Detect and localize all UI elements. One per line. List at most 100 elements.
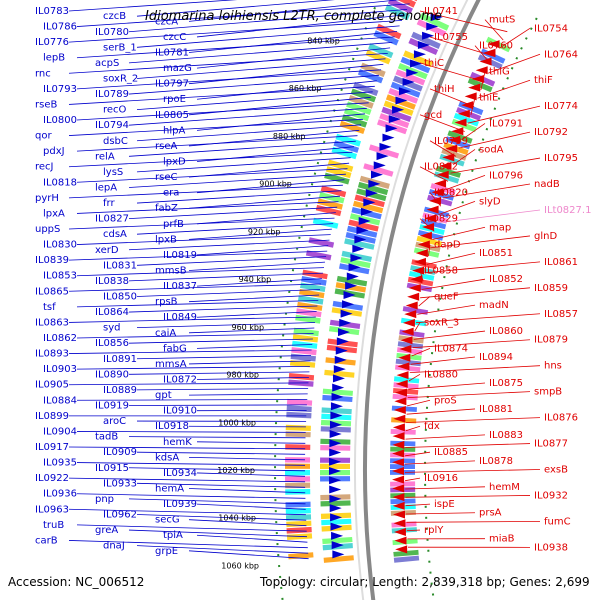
minus-strand-arrow [394, 397, 407, 406]
minus-strand-arrow [400, 336, 413, 345]
plus-strand-arrow [373, 161, 386, 170]
gene-label: rplY [424, 525, 444, 536]
gene-connector-line [405, 495, 531, 498]
gene-connector-line [405, 503, 431, 507]
plus-strand-arrow [360, 207, 373, 216]
gene-label: czcB [103, 11, 126, 22]
gene-label: thiC [424, 58, 444, 69]
plus-feature-block [320, 463, 350, 469]
gene-label: gcd [424, 110, 442, 121]
minus-strand-arrow [424, 214, 437, 223]
gene-label: IL0838 [95, 276, 129, 287]
gene-connector-line [76, 267, 325, 277]
plus-strand-arrow [395, 96, 408, 105]
gene-label: thiF [534, 75, 553, 86]
gene-label: truB [43, 520, 64, 531]
gene-connector-line [424, 261, 541, 274]
minus-feature-block [392, 393, 418, 401]
gene-connector-line [428, 244, 431, 257]
gene-connector-line [419, 114, 465, 132]
gene-label: IL0851 [479, 248, 513, 259]
gene-label: IL0962 [103, 509, 137, 520]
plus-strand-arrow [336, 337, 349, 346]
gene-label: IL0802 [424, 162, 458, 173]
gene-label: qor [35, 131, 52, 142]
minus-strand-arrow [392, 423, 405, 432]
gene-connector-line [68, 20, 403, 43]
gene-label: IL0935 [43, 458, 77, 469]
gene-label: IL0781 [155, 48, 189, 59]
minus-feature-block [395, 358, 421, 367]
plus-strand-arrow [331, 541, 344, 550]
gene-label: fdx [424, 421, 440, 432]
gene-label: IL0876 [544, 413, 578, 424]
gene-connector-line [68, 349, 312, 354]
minus-strand-arrow [393, 519, 406, 528]
gene-connector-line [128, 42, 393, 64]
plus-strand-arrow [329, 457, 342, 466]
plus-strand-arrow [331, 531, 344, 540]
plus-feature-block [381, 106, 412, 122]
plus-strand-arrow [330, 522, 343, 531]
gene-connector-line [68, 316, 316, 323]
gene-connector-line [412, 339, 531, 349]
minus-strand-arrow [479, 57, 492, 66]
gene-connector-line [406, 417, 541, 423]
gene-connector-line [196, 311, 317, 318]
gene-connector-line [429, 192, 442, 207]
plus-strand-arrow [330, 402, 343, 411]
gene-label: thiH [434, 84, 455, 95]
gene-connector-line [458, 131, 531, 149]
plus-strand-arrow [370, 170, 383, 179]
gene-connector-line [411, 348, 431, 357]
gene-label: lpxB [155, 234, 177, 245]
plus-feature-block [285, 489, 311, 495]
plus-strand-arrow [342, 300, 355, 309]
plus-feature-block [305, 250, 332, 261]
gene-connector-line [68, 184, 343, 199]
gene-label: caiA [155, 328, 176, 339]
plus-feature-block [368, 144, 400, 159]
gene-label: dsbC [103, 136, 128, 147]
plus-feature-block [368, 43, 394, 59]
gene-label: IL0890 [95, 369, 129, 380]
gene-label: IL0894 [479, 352, 513, 363]
gene-connector-line [405, 477, 421, 482]
gene-connector-line [128, 404, 307, 406]
gene-connector-line [414, 322, 421, 332]
gene-connector-line [128, 498, 306, 505]
inner-ruler-dots [424, 17, 538, 600]
plus-strand-arrow [358, 216, 371, 225]
gene-label: hns [544, 361, 562, 372]
gene-connector-line [196, 212, 336, 225]
gene-connector-line [68, 151, 353, 168]
gene-label: lpxA [43, 208, 65, 219]
gene-label: dapD [434, 240, 461, 251]
gene-label: IL0783 [35, 6, 69, 17]
gene-label: frr [103, 198, 115, 209]
gene-label: hemM [489, 482, 520, 493]
gene-connector-line [136, 223, 334, 235]
gene-connector-line [76, 462, 306, 466]
genome-title: Idiomarina loihiensis L2TR, complete gen… [145, 9, 442, 24]
minus-feature-block [390, 498, 416, 505]
gene-connector-line [188, 63, 384, 85]
minus-strand-arrow [395, 379, 408, 388]
gene-connector-line [128, 140, 356, 157]
gene-connector-line [136, 451, 306, 455]
gene-connector-line [405, 512, 476, 515]
gene-label: aroC [103, 416, 126, 427]
plus-strand-arrow [329, 504, 342, 513]
gene-connector-line [405, 451, 431, 457]
gene-label: IL0795 [544, 153, 578, 164]
plus-strand-arrow [330, 411, 343, 420]
gene-label: hemK [163, 437, 192, 448]
gene-label: IL0936 [43, 489, 77, 500]
minus-strand-arrow [412, 266, 425, 275]
gene-label: gpt [155, 390, 172, 401]
gene-connector-line [76, 36, 395, 59]
gene-connector-line [196, 245, 329, 256]
gene-connector-line [188, 327, 315, 334]
gene-connector-line [68, 508, 306, 516]
minus-feature-block [393, 549, 419, 557]
